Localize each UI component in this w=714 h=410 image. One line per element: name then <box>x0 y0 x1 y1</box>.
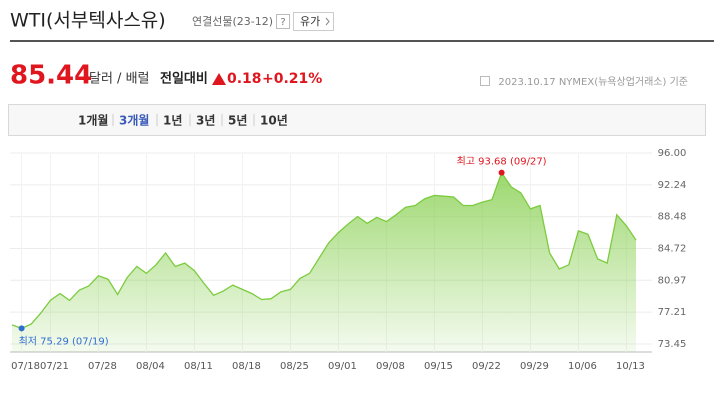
y-tick-label: 77.21 <box>658 307 687 318</box>
divider <box>10 40 714 42</box>
x-tick-label: 09/22 <box>472 361 501 372</box>
title: WTI(서부텍사스유) <box>10 10 166 32</box>
change: 0.18 <box>227 71 262 87</box>
y-tick-label: 88.48 <box>658 212 687 223</box>
x-tick-label: 09/15 <box>424 361 453 372</box>
area <box>12 172 636 352</box>
x-tick-label: 07/21 <box>40 361 69 372</box>
button-arrow <box>325 17 330 26</box>
x-tick-label: 07/28 <box>88 361 117 372</box>
tab[interactable]: 1년 <box>163 114 182 128</box>
source: 2023.10.17 NYMEX(뉴욕상업거래소) 기준 <box>498 75 688 88</box>
x-tick-label: 08/18 <box>232 361 261 372</box>
x-tick-label: 08/11 <box>184 361 213 372</box>
min-label: 최저 75.29 (07/19) <box>19 335 109 347</box>
y-tick-label: 92.24 <box>658 180 687 191</box>
x-tick-label: 09/29 <box>520 361 549 372</box>
help-box[interactable] <box>276 14 290 29</box>
max-label: 최고 93.68 (09/27) <box>457 156 547 168</box>
tab[interactable]: 10년 <box>260 114 288 128</box>
button[interactable]: 유가 <box>300 15 320 28</box>
line <box>11 171 637 330</box>
y-tick-label: 80.97 <box>658 275 687 286</box>
x-tick-label: 07/18 <box>11 361 40 372</box>
x-tick-label: 08/04 <box>136 361 165 372</box>
x-tick-label: 09/01 <box>328 361 357 372</box>
up-icon <box>212 73 226 85</box>
tab[interactable]: 1개월 <box>78 113 108 128</box>
help[interactable]: ? <box>280 17 285 28</box>
max-marker <box>498 169 505 176</box>
x-tick-label: 10/06 <box>568 361 597 372</box>
y-tick-label: 96.00 <box>658 148 687 159</box>
tab[interactable]: 5년 <box>228 114 247 128</box>
tab[interactable]: 3개월 <box>119 113 149 128</box>
y-tick-label: 73.45 <box>658 339 687 350</box>
tab-bar <box>8 104 706 136</box>
subtitle: 연결선물(23-12) <box>192 15 273 28</box>
change-pct: +0.21% <box>262 71 322 87</box>
tabs: 1개월 3개월 1년 3년 5년 10년 <box>78 113 288 128</box>
x-tick-label: 09/08 <box>376 361 405 372</box>
chart: 73.45 77.21 80.97 84.72 88.48 92.24 96.00 07/18… <box>10 148 686 372</box>
x-tick-label: 10/13 <box>616 361 645 372</box>
change-label: 전일대비 <box>160 71 208 87</box>
price: 85.44 <box>10 61 92 91</box>
tab[interactable]: 3년 <box>196 114 215 128</box>
x-tick-label: 08/25 <box>280 361 309 372</box>
button-box[interactable] <box>293 12 334 31</box>
unit: 달러 / 배럴 <box>89 72 150 87</box>
y-tick-label: 84.72 <box>658 244 687 255</box>
source-icon <box>480 76 490 86</box>
min-marker <box>18 325 25 332</box>
